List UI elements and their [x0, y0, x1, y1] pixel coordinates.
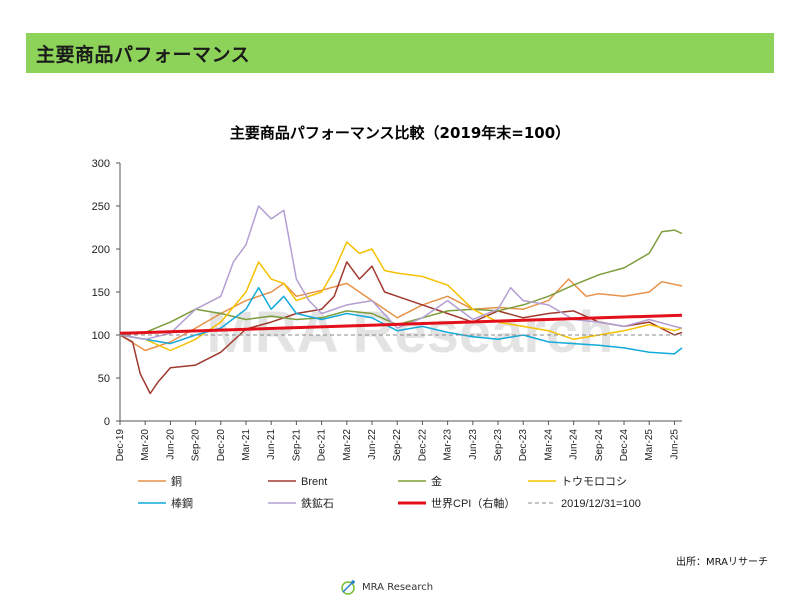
chart-title: 主要商品パフォーマンス比較（2019年末=100） — [229, 124, 571, 142]
x-tick-label: Sep-22 — [392, 429, 403, 462]
footer-logo: MRA Research — [340, 579, 433, 595]
x-tick-label: Dec-21 — [317, 429, 328, 462]
series-line — [119, 205, 683, 341]
legend-label: 棒鋼 — [171, 496, 193, 510]
page-title: 主要商品パフォーマンス — [36, 43, 251, 66]
x-tick-label: Sep-23 — [493, 429, 504, 462]
x-tick-label: Jun-25 — [669, 429, 680, 460]
x-tick-label: Dec-19 — [115, 429, 126, 462]
x-tick-label: Dec-24 — [619, 429, 630, 462]
legend-label: 金 — [431, 474, 442, 488]
x-tick-label: Sep-24 — [594, 429, 605, 462]
legend-label: 銅 — [171, 474, 182, 488]
x-tick-label: Mar-24 — [543, 429, 554, 461]
y-tick-label: 200 — [92, 244, 110, 256]
x-tick-label: Jun-23 — [468, 429, 479, 460]
series-line — [119, 313, 683, 335]
y-tick-label: 100 — [92, 330, 110, 342]
x-tick-label: Mar-25 — [644, 429, 655, 461]
legend-label: 2019/12/31=100 — [561, 498, 641, 510]
x-tick-label: Dec-20 — [216, 429, 227, 462]
x-tick-label: Sep-20 — [191, 429, 202, 462]
legend-label: トウモロコシ — [561, 475, 627, 488]
y-tick-label: 0 — [104, 416, 110, 428]
series-line — [119, 241, 683, 352]
x-tick-label: Jun-24 — [569, 429, 580, 460]
y-tick-label: 300 — [92, 158, 110, 170]
x-tick-label: Dec-23 — [518, 429, 529, 462]
x-tick-label: Jun-22 — [367, 429, 378, 460]
x-tick-label: Mar-20 — [140, 429, 151, 461]
x-tick-label: Mar-21 — [241, 429, 252, 461]
x-tick-label: Mar-23 — [443, 429, 454, 461]
x-tick-label: Jun-20 — [165, 429, 176, 460]
series-line — [119, 261, 683, 395]
x-tick-label: Mar-22 — [342, 429, 353, 461]
title-banner: 主要商品パフォーマンス — [26, 33, 774, 73]
x-tick-label: Jun-21 — [266, 429, 277, 460]
legend-label: Brent — [301, 476, 327, 488]
brand-logo-icon — [341, 580, 355, 595]
legend-label: 世界CPI（右軸） — [431, 496, 515, 510]
legend-label: 鉄鉱石 — [301, 496, 334, 510]
y-tick-label: 250 — [92, 201, 110, 213]
y-tick-label: 150 — [92, 287, 110, 299]
footer-brand: MRA Research — [362, 581, 434, 593]
y-tick-label: 50 — [98, 373, 110, 385]
source-note: 出所：MRAリサーチ — [675, 557, 768, 568]
x-tick-label: Sep-21 — [291, 429, 302, 462]
series-line — [119, 278, 683, 352]
x-tick-label: Dec-22 — [417, 429, 428, 462]
